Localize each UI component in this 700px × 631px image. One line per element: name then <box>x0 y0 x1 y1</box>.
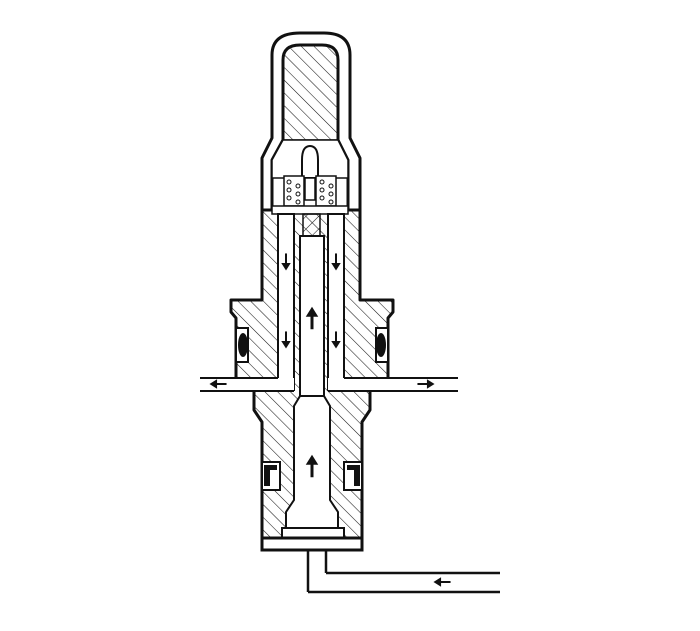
inner-poppet <box>301 144 319 201</box>
side-passages <box>277 213 345 391</box>
flow-arrow-piston-bore <box>305 454 319 478</box>
base-plate <box>260 527 364 552</box>
outlet-ports <box>200 377 458 392</box>
center-passage <box>299 213 325 397</box>
spring-chamber <box>271 205 349 215</box>
flow-arrow-left-bore-upper <box>281 253 291 271</box>
seal-lower-right <box>343 461 363 491</box>
flow-arrow-left-bore-lower <box>281 331 291 349</box>
flow-arrow-inlet-pipe <box>433 577 451 587</box>
inlet-pipe <box>306 550 500 594</box>
flow-arrow-right-bore-lower <box>331 331 341 349</box>
flow-arrows <box>209 253 451 587</box>
o-ring-upper-left <box>235 327 249 363</box>
seal-lower-left <box>261 461 281 491</box>
spring <box>283 175 337 207</box>
o-ring-upper-right <box>375 327 389 363</box>
flow-arrow-center-bore <box>305 306 319 330</box>
flow-arrow-right-outlet <box>417 379 435 389</box>
flow-arrow-left-outlet <box>209 379 227 389</box>
flow-arrow-right-bore-upper <box>331 253 341 271</box>
